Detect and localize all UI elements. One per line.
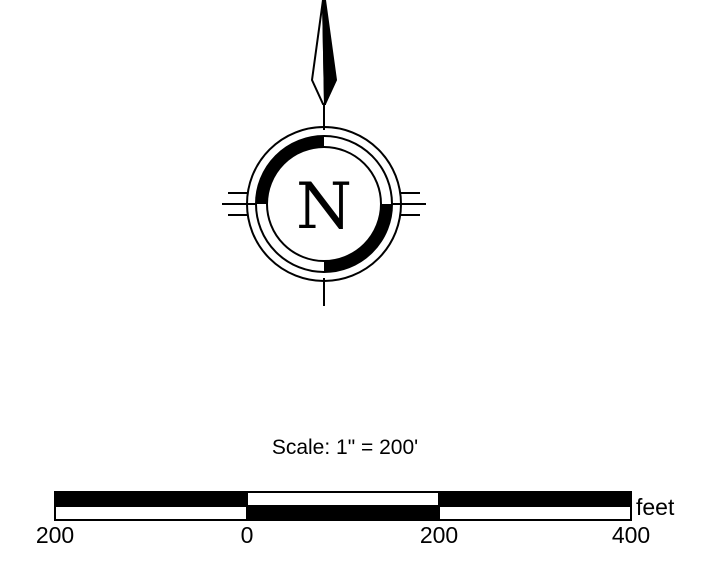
needle-black-half — [321, 0, 338, 105]
scale-bar — [54, 491, 632, 521]
scale-tick-label: 400 — [611, 522, 651, 548]
north-letter: N — [296, 170, 352, 244]
scale-seg-1-top — [55, 492, 247, 506]
north-arrow-icon: N — [222, 0, 426, 306]
scale-tick-label: 0 — [240, 522, 254, 548]
black-arc-lower-right — [324, 204, 392, 272]
scale-tick-label: 200 — [35, 522, 75, 548]
scale-seg-3-top — [439, 492, 631, 506]
scale-title: Scale: 1" = 200' — [271, 436, 419, 459]
black-arc-upper-left — [256, 136, 324, 204]
scale-unit-label: feet — [636, 494, 675, 520]
scale-tick-label: 200 — [419, 522, 459, 548]
inner-ring — [266, 146, 382, 262]
scale-seg-2-bottom — [247, 506, 439, 520]
